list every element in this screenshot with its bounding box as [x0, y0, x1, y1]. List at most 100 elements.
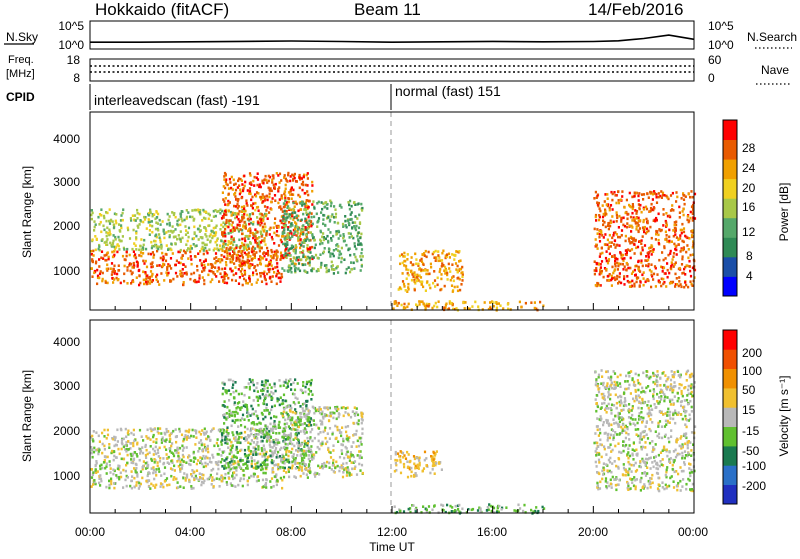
velocity-cell [361, 456, 363, 459]
power-cell [281, 276, 283, 279]
power-cell [453, 280, 455, 283]
power-cell [107, 232, 109, 235]
velocity-cell [317, 433, 319, 436]
power-cell [605, 212, 607, 215]
velocity-cell [182, 460, 184, 463]
power-cell [320, 266, 322, 269]
velocity-cell [266, 459, 268, 462]
velocity-cell [303, 445, 305, 448]
velocity-cell [114, 439, 116, 442]
power-cell [290, 223, 292, 226]
velocity-cell [306, 431, 308, 434]
power-cell [209, 214, 211, 217]
velocity-cell [280, 412, 282, 415]
power-cell [629, 285, 631, 288]
power-cell [344, 220, 346, 223]
power-cell [614, 260, 616, 263]
velocity-cell [293, 453, 295, 456]
power-cell [603, 213, 605, 216]
velocity-cell [211, 476, 213, 479]
power-cell [608, 258, 610, 261]
power-cell [672, 255, 674, 258]
power-cell [132, 281, 134, 284]
velocity-cell [249, 435, 251, 438]
power-cell [250, 193, 252, 196]
power-cell [92, 250, 94, 253]
power-cell [244, 252, 246, 255]
velocity-cell [336, 418, 338, 421]
velocity-cell [251, 463, 253, 466]
velocity-cell [337, 429, 339, 432]
velocity-cell [211, 429, 213, 432]
power-cell [664, 238, 666, 241]
power-cell [330, 202, 332, 205]
velocity-cell [243, 437, 245, 440]
power-cell [238, 260, 240, 263]
power-cell [216, 210, 218, 213]
power-cell [227, 254, 229, 257]
power-cell [258, 258, 260, 261]
power-cell [622, 268, 624, 271]
power-cell [165, 231, 167, 234]
power-cell [640, 242, 642, 245]
velocity-cell [357, 423, 359, 426]
power-y-tick-2000: 2000 [53, 219, 80, 233]
power-cell [230, 242, 232, 245]
power-cell [333, 249, 335, 252]
power-cell [682, 210, 684, 213]
velocity-cell [211, 483, 213, 486]
power-cell [264, 237, 266, 240]
power-cell [630, 230, 632, 233]
velocity-cell [135, 463, 137, 466]
velocity-cell [105, 486, 107, 489]
power-cell [658, 196, 660, 199]
velocity-cell [146, 449, 148, 452]
power-cell [265, 265, 267, 268]
power-cell [228, 193, 230, 196]
power-cell [257, 222, 259, 225]
power-cell [345, 224, 347, 227]
power-cell [233, 179, 235, 182]
power-cell [659, 281, 661, 284]
power-cell [407, 269, 409, 272]
power-cell [229, 201, 231, 204]
power-cell [301, 219, 303, 222]
power-cell [362, 255, 364, 258]
velocity-cell [244, 426, 246, 429]
power-cell [190, 258, 192, 261]
power-cell [674, 221, 676, 224]
power-cell [421, 281, 423, 284]
power-cell [309, 251, 311, 254]
velocity-cell [253, 390, 255, 393]
power-cell [295, 222, 297, 225]
power-cell [222, 221, 224, 224]
power-cell [170, 243, 172, 246]
power-cell [175, 272, 177, 275]
power-cell [269, 228, 271, 231]
power-cell [140, 245, 142, 248]
power-cell [674, 224, 676, 227]
power-cell [226, 257, 228, 260]
power-cell [244, 237, 246, 240]
power-cell [180, 230, 182, 233]
power-cell [681, 223, 683, 226]
power-cell [252, 207, 254, 210]
power-cell [489, 301, 491, 304]
velocity-cell [200, 460, 202, 463]
velocity-cell [199, 476, 201, 479]
power-cell [614, 263, 616, 266]
velocity-cell [267, 426, 269, 429]
velocity-cell [221, 480, 223, 483]
power-cell [151, 273, 153, 276]
velocity-cell [276, 454, 278, 457]
velocity-cell [225, 462, 227, 465]
power-cell [446, 253, 448, 256]
power-cell [249, 231, 251, 234]
velocity-cell [300, 420, 302, 423]
velocity-cell [303, 454, 305, 457]
power-cell [639, 219, 641, 222]
velocity-cell [98, 449, 100, 452]
power-cell [600, 266, 602, 269]
power-cell [327, 228, 329, 231]
power-cell [243, 208, 245, 211]
